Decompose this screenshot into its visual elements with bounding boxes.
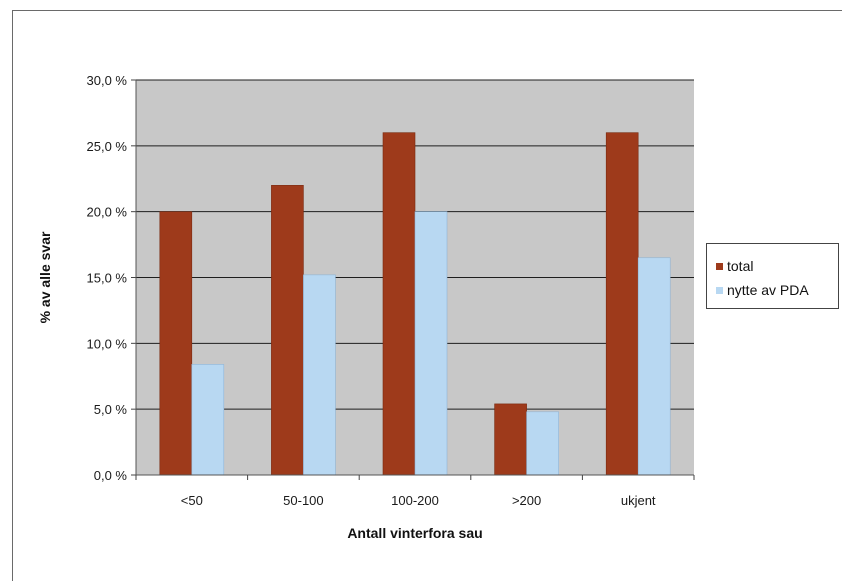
x-tick-label: 50-100 <box>283 493 323 508</box>
legend-item-total: total <box>716 258 753 274</box>
x-tick-label: 100-200 <box>391 493 439 508</box>
bar-nytte-av-pda <box>414 211 448 476</box>
bar-nytte-av-pda <box>303 274 336 476</box>
bar-total <box>382 132 416 476</box>
legend-swatch-total <box>716 262 723 270</box>
bar-nytte-av-pda <box>191 364 225 476</box>
y-axis-label: % av alle svar <box>37 231 53 323</box>
legend-label-nytte-av-pda: nytte av PDA <box>727 282 809 298</box>
axes <box>131 79 695 480</box>
bars <box>159 132 671 476</box>
y-tick-label: 5,0 % <box>94 402 128 417</box>
chart-frame <box>12 10 842 581</box>
y-tick-label: 15,0 % <box>87 271 128 286</box>
y-tick-label: 30,0 % <box>87 73 128 88</box>
x-axis-label: Antall vinterfora sau <box>347 525 482 541</box>
x-tick-label: <50 <box>181 493 203 508</box>
legend-item-nytte-av-pda: nytte av PDA <box>716 282 809 298</box>
bar-nytte-av-pda <box>526 411 559 476</box>
y-tick-label: 10,0 % <box>87 336 128 351</box>
y-tick-label: 20,0 % <box>87 205 128 220</box>
x-tick-label: >200 <box>512 493 541 508</box>
bar-nytte-av-pda <box>637 257 671 476</box>
bar-total <box>159 211 193 476</box>
bar-total <box>271 185 304 476</box>
x-tick-label: ukjent <box>621 493 656 508</box>
legend-label-total: total <box>727 258 754 274</box>
bar-total <box>494 403 527 476</box>
legend-swatch-nytte-av-pda <box>716 286 723 294</box>
y-tick-labels: 0,0 % 5,0 % 10,0 % 15,0 % 20,0 % 25,0 % 30,0 % <box>87 73 128 483</box>
legend: total nytte av PDA <box>706 243 839 309</box>
y-tick-label: 0,0 % <box>94 468 128 483</box>
bar-total <box>605 132 639 476</box>
x-tick-labels: <50 50-100 100-200 >200 ukjent <box>181 493 656 508</box>
y-tick-label: 25,0 % <box>87 139 128 154</box>
